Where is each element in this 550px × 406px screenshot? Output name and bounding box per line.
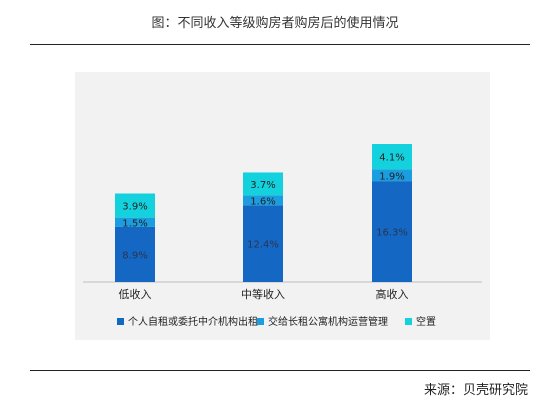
data-label: 16.3% <box>376 228 408 239</box>
category-tick-label: 低收入 <box>119 287 152 301</box>
data-label: 3.7% <box>250 180 275 191</box>
bar-segment <box>243 172 283 196</box>
bar-segment <box>372 169 412 182</box>
bottom-divider <box>30 370 530 371</box>
data-label: 12.4% <box>247 240 279 251</box>
data-label: 4.1% <box>379 153 404 164</box>
source-note: 来源：贝壳研究院 <box>423 383 528 398</box>
category-tick-label: 高收入 <box>376 287 409 301</box>
bar-segment <box>243 205 283 282</box>
legend-swatch <box>257 318 264 325</box>
legend-entry: 交给长租公寓机构运营管理 <box>268 315 388 328</box>
bar-segment <box>115 226 155 282</box>
bar-segment <box>115 217 155 227</box>
bar-segment <box>115 193 155 218</box>
top-divider <box>30 44 530 45</box>
data-label: 1.9% <box>379 171 404 182</box>
category-tick-label: 中等收入 <box>241 287 285 301</box>
chart-panel: 8.9% 1.5% 3.9% 低收入 12.4% 1.6% 3.7% 中等收入 16.3% 1.9… <box>75 72 490 340</box>
legend-swatch <box>405 318 412 325</box>
data-label: 3.9% <box>122 202 147 213</box>
data-label: 1.5% <box>122 218 147 229</box>
legend-swatch <box>117 318 124 325</box>
data-label: 1.6% <box>250 196 275 207</box>
data-label: 8.9% <box>122 250 147 261</box>
bar-segment <box>372 181 412 282</box>
bar-segment <box>243 195 283 206</box>
legend-entry: 个人自租或委托中介机构出租 <box>128 315 258 328</box>
legend-entry: 空置 <box>416 315 436 328</box>
page-title: 图：不同收入等级购房者购房后的使用情况 <box>151 16 399 31</box>
bar-segment <box>372 144 412 170</box>
stacked-bar-chart: 8.9% 1.5% 3.9% 低收入 12.4% 1.6% 3.7% 中等收入 16.3% 1.9… <box>83 144 482 328</box>
